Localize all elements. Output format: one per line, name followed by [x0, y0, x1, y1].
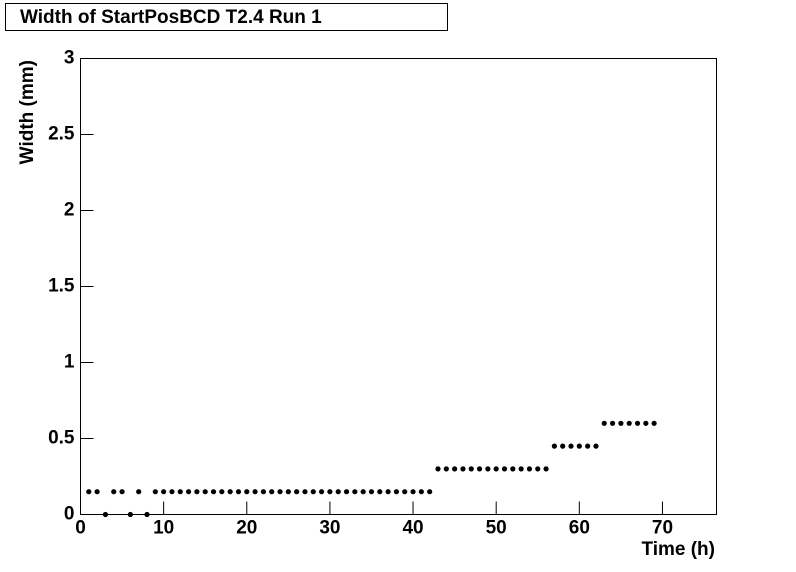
- x-tick-label: 0: [75, 518, 86, 539]
- data-point: [385, 489, 391, 495]
- data-point: [443, 466, 449, 472]
- data-point: [94, 489, 100, 495]
- data-point: [227, 489, 233, 495]
- data-point: [277, 489, 283, 495]
- y-tick-label: 0: [64, 504, 75, 525]
- data-point: [161, 489, 167, 495]
- data-point: [568, 443, 574, 449]
- data-point: [318, 489, 325, 495]
- data-point: [343, 489, 350, 495]
- data-point: [152, 489, 158, 495]
- data-point: [626, 420, 632, 426]
- data-point: [585, 443, 591, 449]
- data-point: [485, 466, 491, 472]
- data-point: [86, 489, 92, 495]
- data-point: [452, 466, 458, 472]
- data-point: [102, 511, 109, 518]
- data-point: [169, 489, 175, 495]
- data-point: [260, 489, 267, 495]
- data-point: [435, 466, 441, 472]
- data-point: [294, 489, 300, 495]
- y-tick-label: 1: [64, 352, 75, 373]
- y-tick-label: 2.5: [48, 124, 75, 145]
- data-point: [210, 489, 217, 495]
- data-point: [302, 489, 308, 495]
- x-axis-label: Time (h): [641, 539, 715, 560]
- data-point: [418, 489, 424, 495]
- y-tick-label: 3: [64, 48, 75, 69]
- data-point: [427, 489, 433, 495]
- data-point: [576, 443, 582, 449]
- data-point: [327, 489, 333, 495]
- data-point: [593, 443, 599, 449]
- x-tick-label: 40: [402, 518, 423, 539]
- data-point: [543, 466, 549, 472]
- data-point: [535, 466, 541, 472]
- y-tick-label: 1.5: [48, 276, 75, 297]
- data-point: [493, 466, 499, 472]
- data-point: [410, 489, 416, 495]
- data-point: [618, 420, 624, 426]
- data-point: [194, 489, 200, 495]
- data-point: [468, 466, 474, 472]
- x-tick-label: 50: [486, 518, 507, 539]
- y-tick-label: 0.5: [48, 428, 75, 449]
- x-tick-label: 30: [319, 518, 340, 539]
- data-point: [601, 420, 607, 426]
- title-box: [5, 3, 448, 31]
- data-point: [393, 489, 400, 495]
- data-point: [352, 489, 358, 495]
- data-point: [560, 443, 566, 449]
- y-axis-label: Width (mm): [17, 60, 38, 164]
- data-point: [460, 466, 466, 472]
- data-point: [202, 489, 208, 495]
- data-point: [634, 420, 641, 426]
- data-point: [360, 489, 366, 495]
- data-point: [185, 489, 192, 495]
- data-point: [335, 489, 341, 495]
- data-point: [368, 489, 375, 495]
- data-point: [111, 489, 117, 495]
- x-tick-label: 10: [153, 518, 174, 539]
- y-tick-label: 2: [64, 200, 75, 221]
- data-point: [285, 489, 291, 495]
- x-tick-label: 20: [236, 518, 257, 539]
- data-point: [252, 489, 258, 495]
- data-point: [377, 489, 383, 495]
- data-point: [609, 420, 616, 426]
- data-point: [518, 466, 524, 472]
- data-point: [476, 466, 483, 472]
- data-point: [144, 511, 150, 518]
- data-point: [501, 466, 508, 472]
- data-point: [235, 489, 242, 495]
- x-tick-label: 70: [652, 518, 673, 539]
- data-point: [269, 489, 275, 495]
- data-point: [127, 511, 133, 518]
- data-point: [402, 489, 408, 495]
- data-point: [651, 420, 657, 426]
- data-point: [219, 489, 225, 495]
- x-tick-label: 60: [569, 518, 590, 539]
- chart-title: Width of StartPosBCD T2.4 Run 1: [20, 7, 322, 28]
- data-point: [643, 420, 649, 426]
- data-point: [551, 443, 557, 449]
- data-point: [510, 466, 516, 472]
- data-point: [526, 466, 533, 472]
- data-point: [119, 489, 125, 495]
- data-point: [136, 489, 142, 495]
- data-point: [310, 489, 316, 495]
- data-point: [177, 489, 183, 495]
- data-point: [244, 489, 250, 495]
